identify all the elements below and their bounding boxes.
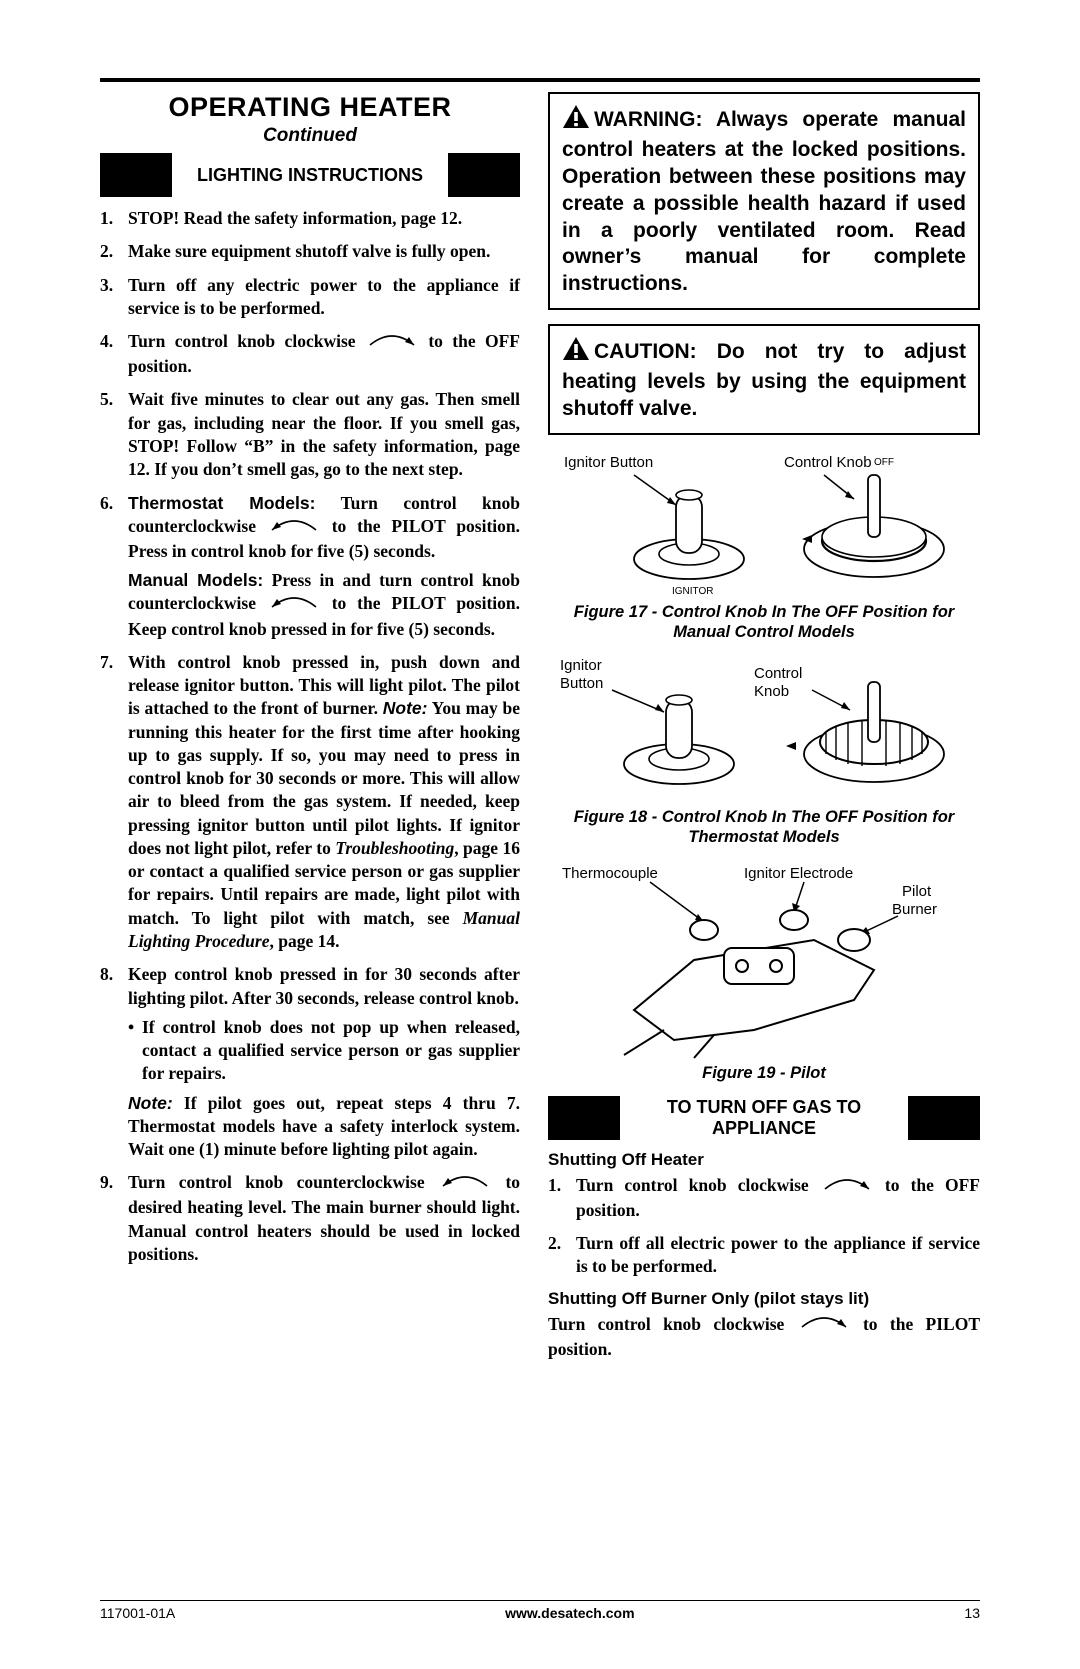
figure-17: Ignitor Button Control Knob OFF IGNITOR [548,449,980,599]
warning-box: WARNING: Always operate manual control h… [548,92,980,310]
turnoff-step-1: Turn control knob clockwise to the OFF p… [548,1174,980,1222]
step-4: Turn control knob clockwise to the OFF p… [100,330,520,378]
turnoff-heading: TO TURN OFF GAS TO APPLIANCE [548,1096,980,1140]
right-column: WARNING: Always operate manual control h… [548,92,980,1361]
heading-block-right [448,153,520,197]
caution-text: CAUTION: Do not try to adjust heating le… [562,336,966,423]
left-column: OPERATING HEATER Continued LIGHTING INST… [100,92,520,1361]
fig18-control-l2: Knob [754,683,789,700]
turnoff-steps: Turn control knob clockwise to the OFF p… [548,1174,980,1279]
arc-ccw-icon [269,516,319,540]
shutting-off-heater-subhead: Shutting Off Heater [548,1150,980,1170]
heading-block-right [908,1096,980,1140]
fig18-control-l1: Control [754,665,802,682]
step-7-troubleshooting: Troubleshooting [335,838,454,858]
fig17-ignitor-sm: IGNITOR [672,586,713,597]
caution-box: CAUTION: Do not try to adjust heating le… [548,324,980,435]
turnoff-body-a: Turn control knob clockwise [548,1314,784,1334]
arc-cw-icon [367,331,417,355]
turnoff-s1a: Turn control knob clockwise [576,1175,809,1195]
lighting-heading: LIGHTING INSTRUCTIONS [100,153,520,197]
step-8-note: Note: If pilot goes out, repeat steps 4 … [128,1092,520,1162]
shutting-off-burner-subhead: Shutting Off Burner Only (pilot stays li… [548,1289,980,1309]
warning-text: WARNING: Always operate manual control h… [562,104,966,298]
arc-cw-icon [799,1313,849,1337]
turnoff-heading-label: TO TURN OFF GAS TO APPLIANCE [620,1096,908,1140]
step-6-manual-label: Manual Models: [128,570,263,590]
step-3: Turn off any electric power to the appli… [100,274,520,321]
figure-19-caption: Figure 19 - Pilot [548,1064,980,1084]
step-8: Keep control knob pressed in for 30 seco… [100,963,520,1161]
step-9a: Turn control knob counterclockwise [128,1172,425,1192]
step-6-manual: Manual Models: Press in and turn control… [128,569,520,641]
fig17-off-label: OFF [874,457,894,468]
step-1: STOP! Read the safety information, page … [100,207,520,230]
fig18-ignitor-l2: Button [560,675,603,692]
figure-17-caption: Figure 17 - Control Knob In The OFF Posi… [548,603,980,643]
figure-18-caption: Figure 18 - Control Knob In The OFF Posi… [548,808,980,848]
fig17-control-label: Control Knob [784,454,872,471]
page-title: OPERATING HEATER [100,92,520,123]
fig19-electrode-label: Ignitor Electrode [744,865,853,882]
step-8-note-label: Note: [128,1093,173,1113]
caution-triangle-icon [562,336,590,369]
fig18-ignitor-l1: Ignitor [560,657,602,674]
turnoff-heading-text: TO TURN OFF GAS TO APPLIANCE [628,1097,900,1138]
step-7: With control knob pressed in, push down … [100,651,520,953]
warning-triangle-icon [562,104,590,137]
footer-rule [100,1600,980,1601]
step-7d: , page 14. [269,931,339,951]
figure-19: Thermocouple Ignitor Electrode Pilot Bur… [548,860,980,1060]
step-5: Wait five minutes to clear out any gas. … [100,388,520,481]
step-7-note-label: Note: [383,698,428,718]
heading-block-left [548,1096,620,1140]
figure-19-svg: Thermocouple Ignitor Electrode Pilot Bur… [554,860,974,1060]
caution-text-content: CAUTION: Do not try to adjust heating le… [562,340,966,420]
step-8-note-text: If pilot goes out, repeat steps 4 thru 7… [128,1093,520,1160]
fig19-pilot-l1: Pilot [902,883,932,900]
lighting-heading-label: LIGHTING INSTRUCTIONS [172,153,448,197]
footer-url: www.desatech.com [505,1605,634,1621]
figure-17-svg: Ignitor Button Control Knob OFF IGNITOR [554,449,974,599]
figure-18-svg: Ignitor Button Control Knob [554,654,974,804]
fig19-pilot-l2: Burner [892,901,937,918]
step-8-bullet: If control knob does not pop up when rel… [128,1016,520,1086]
step-6-thermo-label: Thermostat Models: [128,493,315,513]
fig19-thermo-label: Thermocouple [562,865,658,882]
arc-ccw-icon [440,1172,490,1196]
heading-block-left [100,153,172,197]
turnoff-burner-body: Turn control knob clockwise to the PILOT… [548,1313,980,1361]
step-4a: Turn control knob clockwise [128,331,356,351]
figure-18: Ignitor Button Control Knob [548,654,980,804]
step-8a: Keep control knob pressed in for 30 seco… [128,964,520,1007]
arc-ccw-icon [269,593,319,617]
step-9: Turn control knob counterclockwise to de… [100,1171,520,1266]
footer-page-number: 13 [964,1605,980,1621]
continued-label: Continued [100,125,520,147]
footer-left: 117001-01A [100,1605,175,1621]
arc-cw-icon [822,1175,872,1199]
turnoff-step-2: Turn off all electric power to the appli… [548,1232,980,1279]
page-footer: 117001-01A www.desatech.com 13 [100,1600,980,1621]
fig17-ignitor-label: Ignitor Button [564,454,653,471]
lighting-heading-text: LIGHTING INSTRUCTIONS [197,165,423,186]
warning-text-content: WARNING: Always operate manual control h… [562,108,966,295]
step-6: Thermostat Models: Turn control knob cou… [100,492,520,641]
step-2: Make sure equipment shutoff valve is ful… [100,240,520,263]
lighting-steps: STOP! Read the safety information, page … [100,207,520,1266]
step-7b: You may be running this heater for the f… [128,698,520,858]
top-rule [100,78,980,82]
